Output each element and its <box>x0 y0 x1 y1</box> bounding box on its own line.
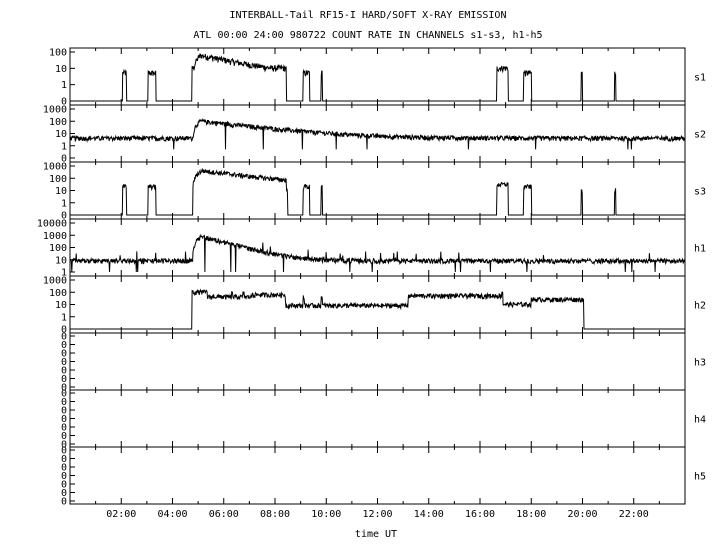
y-tick-label-s3: 1 <box>61 198 67 209</box>
series-line-s2 <box>69 117 686 150</box>
channel-label-s3: s3 <box>694 187 706 198</box>
y-tick-label-h3: 0 <box>61 383 67 394</box>
y-tick-label-h2: 1 <box>61 312 67 323</box>
chart-title: INTERBALL-Tail RF15-I HARD/SOFT X-RAY EM… <box>230 10 507 21</box>
y-tick-label-h5: 0 <box>61 488 67 499</box>
channel-label-h5: h5 <box>694 472 706 483</box>
y-tick-label-h1: 1 <box>61 268 67 279</box>
y-tick-label-h1: 10000 <box>37 219 67 230</box>
channel-label-h2: h2 <box>694 301 706 312</box>
y-tick-label-h4: 0 <box>61 440 67 451</box>
x-tick-label: 02:00 <box>106 509 136 520</box>
x-tick-label: 22:00 <box>619 509 649 520</box>
y-tick-label-s2: 1000 <box>43 105 67 116</box>
y-tick-label-h3: 0 <box>61 366 67 377</box>
y-tick-label-s2: 1 <box>61 141 67 152</box>
series-line-s1 <box>70 53 685 102</box>
x-tick-label: 08:00 <box>260 509 290 520</box>
y-tick-label-s2: 10 <box>55 129 67 140</box>
series-line-s3 <box>70 167 685 216</box>
y-tick-label-h3: 0 <box>61 374 67 385</box>
y-tick-label-h5: 0 <box>61 471 67 482</box>
y-tick-label-s1: 1 <box>61 80 67 91</box>
y-tick-label-s1: 100 <box>49 48 67 59</box>
y-tick-label-h2: 1000 <box>43 276 67 287</box>
y-tick-label-s3: 1000 <box>43 162 67 173</box>
panel-frame-h3 <box>69 332 686 391</box>
channel-label-s1: s1 <box>694 73 706 84</box>
y-tick-label-h3: 0 <box>61 357 67 368</box>
panel-frame-h5 <box>69 446 686 505</box>
y-tick-label-h5: 0 <box>61 497 67 508</box>
y-tick-label-h2: 10 <box>55 300 67 311</box>
y-tick-label-h4: 0 <box>61 397 67 408</box>
chart-subtitle: ATL 00:00 24:00 980722 COUNT RATE IN CHA… <box>193 30 542 41</box>
x-tick-label: 06:00 <box>209 509 239 520</box>
y-tick-label-s2: 100 <box>49 117 67 128</box>
x-tick-label: 18:00 <box>516 509 546 520</box>
channel-label-s2: s2 <box>694 130 706 141</box>
y-tick-label-h4: 0 <box>61 389 67 400</box>
y-tick-label-h3: 0 <box>61 332 67 343</box>
panel-frame-h1 <box>69 218 686 277</box>
y-tick-label-h5: 0 <box>61 454 67 465</box>
y-tick-label-h1: 1000 <box>43 231 67 242</box>
x-tick-label: 20:00 <box>567 509 597 520</box>
series-line-h2 <box>70 288 685 330</box>
y-tick-label-h5: 0 <box>61 480 67 491</box>
y-tick-label-h2: 100 <box>49 288 67 299</box>
y-tick-label-s1: 10 <box>55 64 67 75</box>
y-tick-label-s3: 100 <box>49 174 67 185</box>
channel-label-h4: h4 <box>694 415 706 426</box>
y-tick-label-h4: 0 <box>61 431 67 442</box>
y-tick-label-s3: 0 <box>61 211 67 222</box>
y-tick-label-s1: 0 <box>61 97 67 108</box>
panel-frame-s1 <box>69 47 686 106</box>
y-tick-label-s3: 10 <box>55 186 67 197</box>
panel-frame-s3 <box>69 161 686 220</box>
x-tick-label: 16:00 <box>465 509 495 520</box>
x-axis-label: time UT <box>355 529 397 540</box>
chart-panels: s11001010s210001001010s310001001010h1100… <box>37 47 706 508</box>
y-tick-label-h5: 0 <box>61 446 67 457</box>
y-tick-label-h3: 0 <box>61 340 67 351</box>
y-tick-label-h4: 0 <box>61 414 67 425</box>
y-tick-label-h1: 100 <box>49 243 67 254</box>
panel-frame-h4 <box>69 389 686 448</box>
y-tick-label-h4: 0 <box>61 406 67 417</box>
y-tick-label-h5: 0 <box>61 463 67 474</box>
x-axis: 02:00 04:00 06:00 08:00 10:00 12:00 14:00 16:00… <box>106 509 649 520</box>
y-tick-label-h3: 0 <box>61 349 67 360</box>
y-tick-label-h1: 10 <box>55 255 67 266</box>
x-tick-label: 12:00 <box>362 509 392 520</box>
x-tick-label: 14:00 <box>414 509 444 520</box>
channel-label-h3: h3 <box>694 358 706 369</box>
series-line-h1 <box>69 233 686 273</box>
x-tick-label: 04:00 <box>157 509 187 520</box>
y-tick-label-h4: 0 <box>61 423 67 434</box>
y-tick-label-h2: 0 <box>61 325 67 336</box>
y-tick-label-s2: 0 <box>61 154 67 165</box>
channel-label-h1: h1 <box>694 244 706 255</box>
x-tick-label: 10:00 <box>311 509 341 520</box>
